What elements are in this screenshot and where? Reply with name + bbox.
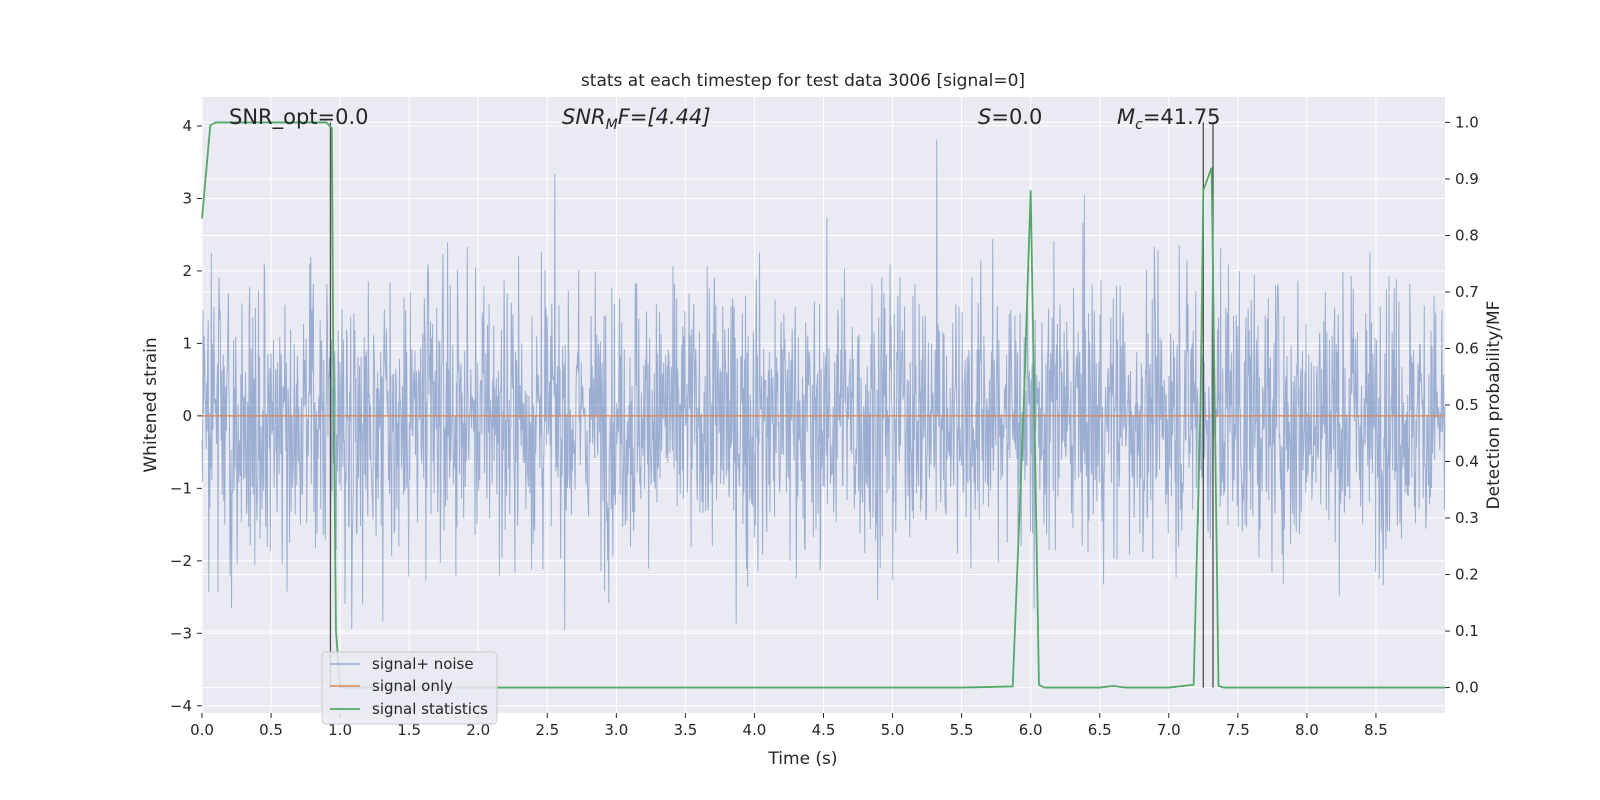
x-tick-label: 2.5 [535,721,559,739]
x-tick-label: 8.0 [1295,721,1319,739]
y-left-axis-label: Whitened strain [141,337,161,472]
y-right-tick-label: 0.0 [1455,679,1479,697]
x-tick-label: 7.5 [1226,721,1250,739]
x-tick-label: 4.5 [812,721,836,739]
x-tick-label: 3.5 [673,721,697,739]
y-right-tick-label: 1.0 [1455,113,1479,131]
legend-box [321,651,498,725]
y-left-tick-label: 0 [182,407,192,425]
y-right-axis-ticks: 1.0 0.9 0.8 0.7 0.6 0.5 0.4 0.3 0.2 0.1 0.0 [1445,113,1479,697]
x-tick-label: 2.0 [466,721,490,739]
mc-rest: =41.75 [1143,105,1221,129]
y-right-tick-label: 0.1 [1455,622,1479,640]
x-tick-label: 7.0 [1157,721,1181,739]
annotation-mc: Mc=41.75 [1117,105,1221,133]
signal-statistics-series [201,121,1445,689]
y-right-tick-label: 0.5 [1455,396,1479,414]
y-left-tick-label: −3 [170,624,192,642]
y-left-tick-label: 1 [182,334,192,352]
y-left-tick-label: 2 [182,262,192,280]
x-tick-label: 5.5 [950,721,974,739]
x-tick-label: 6.5 [1088,721,1112,739]
y-right-tick-label: 0.2 [1455,566,1479,584]
y-right-tick-label: 0.9 [1455,170,1479,188]
y-left-tick-label: −4 [170,697,192,715]
x-tick-label: 3.0 [604,721,628,739]
y-left-tick-label: 4 [182,117,192,135]
annotation-s: S=0.0 [978,105,1042,129]
y-right-tick-label: 0.8 [1455,226,1479,244]
x-axis-label: Time (s) [767,749,837,769]
legend: signal+ noise signal only signal statist… [321,651,498,725]
s-rest: =0.0 [991,105,1042,129]
x-tick-label: 0.5 [259,721,283,739]
y-right-tick-label: 0.4 [1455,453,1479,471]
noise-line [201,139,1446,631]
x-tick-label: 1.5 [397,721,421,739]
annotation-snr-opt: SNR_opt=0.0 [229,105,369,130]
legend-label-signal-only: signal only [372,677,453,695]
y-right-tick-label: 0.3 [1455,509,1479,527]
y-left-axis-ticks: 4 3 2 1 0 −1 −2 −3 −4 [170,117,202,715]
y-right-tick-label: 0.6 [1455,339,1479,357]
y-left-tick-label: −1 [170,479,192,497]
x-tick-label: 1.0 [328,721,352,739]
legend-label-noise: signal+ noise [372,655,474,673]
x-tick-label: 8.5 [1364,721,1388,739]
legend-label-statistics: signal statistics [372,700,488,718]
x-tick-label: 6.0 [1019,721,1043,739]
mc-sub: c [1135,117,1143,133]
snr-mf-main: SNR [562,105,606,129]
y-left-tick-label: 3 [182,189,192,207]
mc-main: M [1117,105,1135,129]
s-main: S [978,105,991,129]
noise-series [201,139,1446,631]
statistics-line [201,121,1445,689]
y-left-tick-label: −2 [170,552,192,570]
snr-mf-rest: F=[4.44] [618,105,711,129]
x-tick-label: 0.0 [190,721,214,739]
y-right-axis-label: Detection probability/MF [1484,301,1504,510]
chart-title: stats at each timestep for test data 300… [581,71,1025,91]
snr-mf-sub: M [606,117,618,133]
annotation-snr-mf: SNRMF=[4.44] [562,105,711,133]
x-tick-label: 4.0 [743,721,767,739]
y-right-tick-label: 0.7 [1455,283,1479,301]
x-axis-ticks: 0.0 0.5 1.0 1.5 2.0 2.5 3.0 3.5 4.0 4.5 5.0 5.5 6.0 6… [190,713,1388,739]
x-tick-label: 5.0 [881,721,905,739]
